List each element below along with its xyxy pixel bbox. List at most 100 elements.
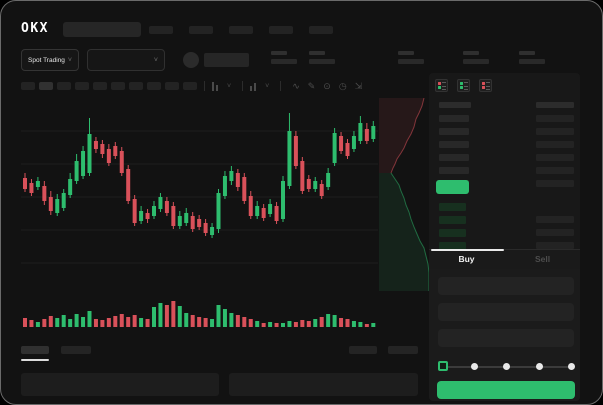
- history-icon[interactable]: ◷: [338, 80, 347, 91]
- volume-bar: [255, 321, 260, 327]
- book-bids-icon[interactable]: [457, 79, 470, 92]
- icon-line: [464, 89, 468, 90]
- snapshot-icon[interactable]: ⊙: [323, 80, 331, 91]
- icon-cell: [482, 82, 485, 85]
- slider-handle[interactable]: [438, 361, 448, 371]
- volume-bar: [242, 317, 247, 327]
- nav-item[interactable]: [229, 26, 253, 34]
- book-combined-icon[interactable]: [435, 79, 448, 92]
- bid-row[interactable]: [439, 226, 574, 239]
- ask-row[interactable]: [439, 164, 574, 177]
- slider-stop[interactable]: [470, 363, 478, 370]
- bid-row[interactable]: [439, 200, 574, 213]
- order-book-panel: Buy Sell: [429, 73, 580, 401]
- volume-bar: [93, 319, 98, 327]
- market-type-selector[interactable]: Spot Trading ˅: [21, 49, 79, 71]
- amount-column-header: [536, 102, 574, 108]
- fullscreen-icon[interactable]: ⇲: [354, 80, 363, 91]
- search-input[interactable]: [63, 22, 141, 37]
- interval-button[interactable]: [129, 82, 143, 90]
- interval-button[interactable]: [165, 82, 179, 90]
- ticker-stat: [271, 51, 297, 64]
- ask-price-placeholder: [439, 167, 469, 174]
- volume-bar: [371, 323, 376, 327]
- nav-item[interactable]: [269, 26, 293, 34]
- volume-bar: [261, 323, 266, 327]
- interval-button[interactable]: [183, 82, 197, 90]
- ask-row[interactable]: [439, 125, 574, 138]
- interval-button[interactable]: [93, 82, 107, 90]
- bottom-tab-active[interactable]: [21, 346, 49, 354]
- interval-button[interactable]: [39, 82, 53, 90]
- nav-item[interactable]: [309, 26, 333, 34]
- slider-stop[interactable]: [503, 363, 510, 370]
- tab-sell[interactable]: Sell: [534, 254, 551, 264]
- tab-buy[interactable]: Buy: [458, 254, 475, 264]
- trade-input-field[interactable]: [438, 303, 574, 321]
- okx-logo[interactable]: OKX: [21, 21, 49, 36]
- last-price-badge[interactable]: [436, 180, 469, 194]
- candle-body: [281, 181, 285, 219]
- interval-button[interactable]: [111, 82, 125, 90]
- orderbook-view-modes: [435, 79, 492, 92]
- trade-input-field[interactable]: [438, 329, 574, 347]
- candle-body: [371, 126, 376, 139]
- interval-button[interactable]: [147, 82, 161, 90]
- ask-amount-placeholder: [536, 115, 574, 122]
- pair-selector-dropdown[interactable]: ˅: [87, 49, 165, 71]
- volume-bar: [268, 322, 273, 327]
- candle-body: [274, 206, 279, 221]
- volume-bar: [339, 318, 344, 327]
- volume-bar: [345, 319, 350, 327]
- interval-button[interactable]: [75, 82, 89, 90]
- buy-submit-button[interactable]: [437, 381, 575, 399]
- tabbar-divider: [429, 249, 580, 250]
- book-asks-icon[interactable]: [479, 79, 492, 92]
- icon-line: [442, 86, 446, 87]
- candlestick-chart[interactable]: [21, 101, 378, 291]
- candle-body: [261, 208, 266, 218]
- chart-toolbar: ˅ ˅ ∿ ✎ ⊙ ◷ ⇲: [21, 79, 366, 93]
- interval-button[interactable]: [57, 82, 71, 90]
- icon-line: [464, 82, 468, 83]
- bid-amount-placeholder: [536, 229, 574, 236]
- bid-row[interactable]: [439, 239, 574, 252]
- candle-body: [74, 161, 79, 181]
- candle-body: [106, 149, 111, 163]
- trade-input-field[interactable]: [438, 277, 574, 295]
- chart-type-icon[interactable]: [212, 81, 220, 91]
- trade-form: [429, 269, 580, 401]
- ask-amount-placeholder: [536, 180, 574, 187]
- slider-stop[interactable]: [535, 363, 543, 370]
- orderbook-header: [439, 102, 574, 108]
- candle-body: [139, 211, 144, 221]
- slider-stop[interactable]: [568, 363, 575, 370]
- line-tool-icon[interactable]: ∿: [292, 80, 300, 91]
- ask-amount-placeholder: [536, 141, 574, 148]
- interval-button[interactable]: [21, 82, 35, 90]
- interval-buttons: [21, 82, 197, 90]
- volume-bar: [48, 316, 53, 327]
- volume-bar: [358, 322, 363, 327]
- chevron-down-icon[interactable]: ˅: [265, 82, 270, 90]
- ask-amount-placeholder: [536, 167, 574, 174]
- chevron-down-icon[interactable]: ˅: [227, 82, 232, 90]
- ask-row[interactable]: [439, 151, 574, 164]
- candle-body: [210, 227, 215, 235]
- bottom-tab[interactable]: [61, 346, 91, 354]
- bottom-right-control[interactable]: [388, 346, 418, 354]
- bid-price-placeholder: [439, 202, 466, 211]
- indicator-icon[interactable]: [250, 82, 258, 91]
- nav-item[interactable]: [189, 26, 213, 34]
- ask-row[interactable]: [439, 138, 574, 151]
- depth-area-asks: [379, 98, 424, 173]
- volume-bar: [190, 315, 195, 327]
- depth-line-asks: [390, 98, 425, 174]
- ask-row[interactable]: [439, 112, 574, 125]
- bottom-right-control[interactable]: [349, 346, 377, 354]
- draw-tool-icon[interactable]: ✎: [307, 80, 316, 91]
- bid-row[interactable]: [439, 213, 574, 226]
- nav-item[interactable]: [149, 26, 173, 34]
- pair-name-placeholder: [204, 53, 249, 67]
- candle-body: [248, 196, 253, 216]
